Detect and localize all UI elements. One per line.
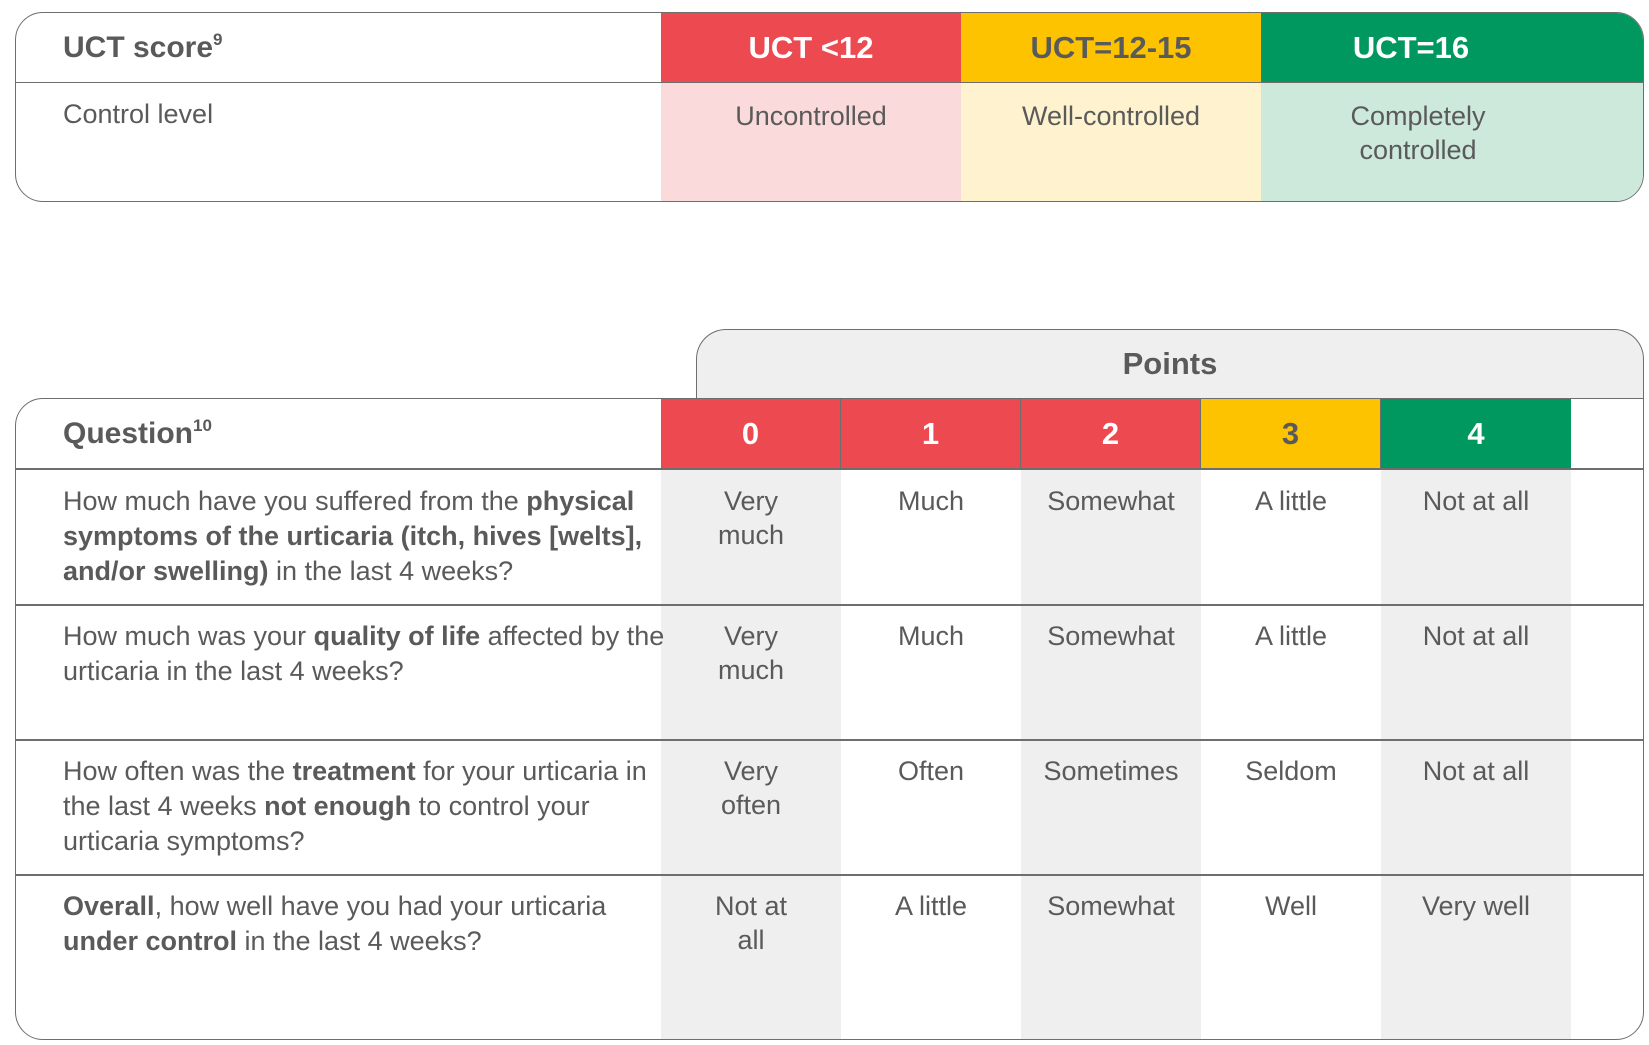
uct-score-range: UCT=12-15 <box>961 13 1261 83</box>
points-value: 1 <box>841 399 1021 469</box>
uct-score-column: UCT=12-15 Well-controlled <box>961 13 1261 201</box>
points-header: Points <box>696 329 1644 400</box>
uct-control-level: Uncontrolled <box>661 83 961 201</box>
answer-option: Not at all <box>1422 756 1530 786</box>
uct-control-level: Completely controlled <box>1261 83 1643 201</box>
row-divider <box>16 604 1643 606</box>
question-text: Overall, how well have you had your urti… <box>63 891 607 956</box>
answer-option: Very often <box>720 756 782 820</box>
answer-option: Much <box>897 621 965 651</box>
uct-score-header-text: UCT score <box>63 31 214 64</box>
question-header-text: Question <box>63 417 194 450</box>
answer-option: A little <box>894 891 968 921</box>
question-text: How much have you suffered from the phys… <box>63 486 643 586</box>
answer-option: Not at all <box>1422 621 1530 651</box>
uct-score-column: UCT=16 Completely controlled <box>1261 13 1643 201</box>
answer-option: A little <box>1254 621 1328 651</box>
points-value: 2 <box>1021 399 1201 469</box>
answer-option: Very much <box>717 621 785 685</box>
uct-score-range: UCT <12 <box>661 13 961 83</box>
points-column-1: 1 Much Much Often A little <box>841 399 1021 1039</box>
answer-option: Somewhat <box>1047 891 1175 921</box>
answer-option: Much <box>897 486 965 516</box>
uct-score-footnote-ref: 9 <box>213 30 223 49</box>
header-divider <box>16 468 1643 470</box>
answer-option: Somewhat <box>1047 621 1175 651</box>
question-text: How often was the treatment for your urt… <box>63 756 647 856</box>
answer-option: Not at all <box>714 891 788 955</box>
answer-option: Often <box>897 756 965 786</box>
question-table: 0 Very much Very much Very often Not at all 1… <box>15 398 1644 1040</box>
answer-option: Seldom <box>1245 756 1337 786</box>
uct-score-header: UCT score9 <box>63 13 223 83</box>
answer-option: Not at all <box>1422 486 1530 516</box>
points-column-4: 4 Not at all Not at all Not at all Very well <box>1381 399 1571 1039</box>
row-divider <box>16 739 1643 741</box>
answer-option: A little <box>1254 486 1328 516</box>
points-column-3: 3 A little A little Seldom Well <box>1201 399 1381 1039</box>
answer-option: Well <box>1264 891 1317 921</box>
answer-option: Very much <box>717 486 785 550</box>
question-text: How much was your quality of life affect… <box>63 621 665 686</box>
answer-option: Very well <box>1421 891 1531 921</box>
question-footnote-ref: 10 <box>193 416 212 435</box>
points-value: 0 <box>661 399 841 469</box>
uct-score-range: UCT=16 <box>1261 13 1643 83</box>
answer-option: Sometimes <box>1043 756 1179 786</box>
points-value: 3 <box>1201 399 1381 469</box>
points-column-0: 0 Very much Very much Very often Not at all <box>661 399 841 1039</box>
control-level-label: Control level <box>63 99 214 129</box>
uct-control-level: Well-controlled <box>961 83 1261 201</box>
question-header: Question10 <box>63 399 212 469</box>
points-column-2: 2 Somewhat Somewhat Sometimes Somewhat <box>1021 399 1201 1039</box>
answer-option: Somewhat <box>1047 486 1175 516</box>
uct-score-column: UCT <12 Uncontrolled <box>661 13 961 201</box>
points-value: 4 <box>1381 399 1571 469</box>
uct-score-table: UCT score9 Control level UCT <12 Uncontro… <box>15 12 1644 202</box>
row-divider <box>16 874 1643 876</box>
